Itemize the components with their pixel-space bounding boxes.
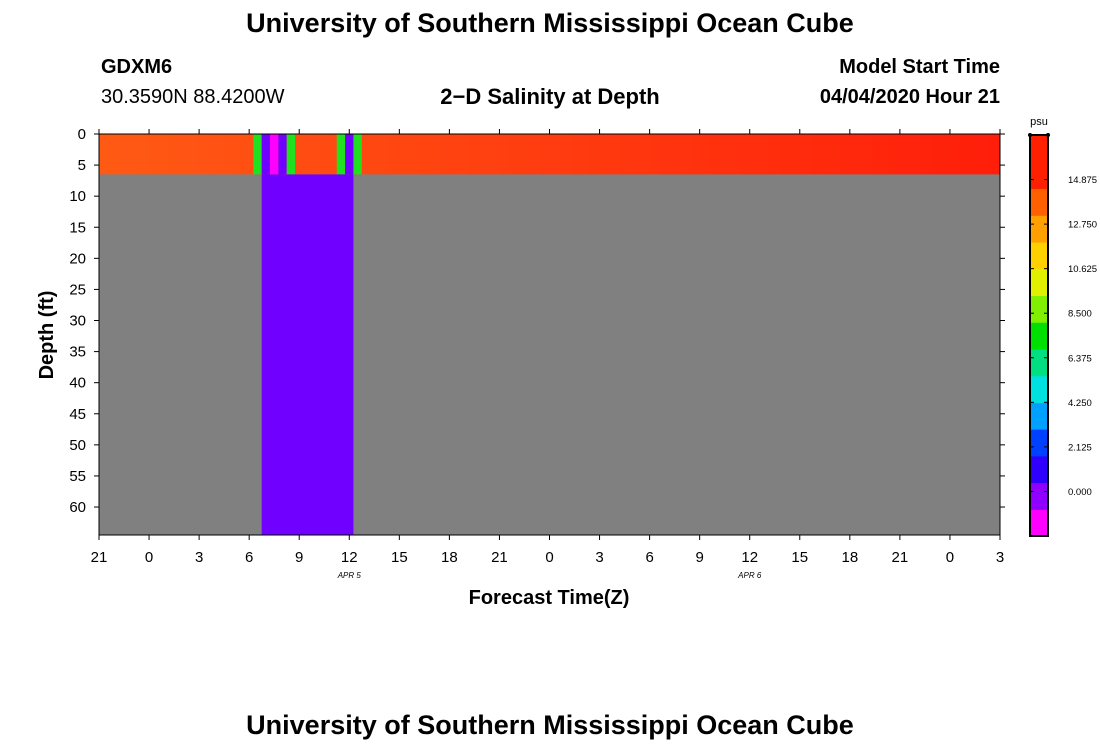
y-tick-label: 15	[69, 219, 86, 236]
y-tick-label: 55	[69, 468, 86, 485]
colorbar-tick-label: 14.875	[1068, 175, 1097, 186]
surface-stripe	[336, 134, 346, 175]
colorbar-tick-label: 12.750	[1068, 220, 1097, 231]
station-coords: 30.3590N 88.4200W	[101, 86, 285, 108]
y-tick-label: 30	[69, 313, 86, 330]
y-axis-label: Depth (ft)	[36, 291, 58, 380]
colorbar-tick-label: 10.625	[1068, 264, 1097, 275]
surface-stripe	[286, 134, 296, 175]
y-tick-label: 35	[69, 344, 86, 361]
colorbar-tick-label: 8.500	[1068, 309, 1092, 320]
y-tick-label: 25	[69, 281, 86, 298]
x-tick-label: 6	[245, 549, 253, 566]
plot-title: 2−D Salinity at Depth	[440, 84, 660, 109]
colorbar-segment	[1030, 161, 1048, 190]
colorbar-segment	[1030, 295, 1048, 323]
y-tick-label: 50	[69, 437, 86, 454]
x-tick-label: 0	[545, 549, 553, 566]
surface-stripe	[253, 134, 262, 175]
colorbar-segment	[1030, 241, 1048, 270]
model-start-label: Model Start Time	[839, 56, 1000, 78]
colorbar-segment	[1030, 375, 1048, 403]
x-tick-label: 21	[491, 549, 508, 566]
colorbar-segment	[1030, 429, 1048, 457]
colorbar-tick-label: 4.250	[1068, 398, 1092, 409]
x-tick-label: 3	[996, 549, 1004, 566]
x-date-label: APR 6	[737, 571, 762, 580]
surface-stripe	[353, 134, 362, 175]
x-tick-label: 18	[841, 549, 858, 566]
x-tick-label: 15	[391, 549, 408, 566]
x-tick-label: 12	[741, 549, 758, 566]
colorbar-tick-label: 6.375	[1068, 353, 1092, 364]
surface-stripe	[261, 134, 271, 175]
deep-salinity-block	[261, 174, 354, 535]
y-tick-label: 10	[69, 188, 86, 205]
colorbar-segment	[1030, 482, 1048, 510]
colorbar-segment	[1030, 215, 1048, 243]
x-tick-label: 12	[341, 549, 358, 566]
y-tick-label: 45	[69, 406, 86, 423]
surface-salinity-layer	[99, 134, 1000, 175]
surface-stripe	[270, 134, 279, 175]
x-tick-label: 18	[441, 549, 458, 566]
x-tick-label: 3	[595, 549, 603, 566]
x-tick-label: 9	[295, 549, 303, 566]
x-tick-label: 9	[695, 549, 703, 566]
colorbar-corner	[1046, 133, 1050, 137]
colorbar-segment	[1030, 455, 1048, 484]
y-tick-label: 5	[78, 157, 86, 174]
page-title-top: University of Southern Mississippi Ocean…	[246, 8, 854, 38]
colorbar-segment	[1030, 188, 1048, 216]
colorbar-segment	[1030, 348, 1048, 377]
surface-stripe	[345, 134, 354, 175]
colorbar-segment	[1030, 402, 1048, 430]
surface-stripe	[278, 134, 287, 175]
colorbar-frame	[1029, 134, 1049, 537]
colorbar-tick-label: 0.000	[1068, 487, 1092, 498]
y-tick-label: 20	[69, 250, 86, 267]
y-tick-label: 40	[69, 375, 86, 392]
x-tick-label: 15	[791, 549, 808, 566]
x-tick-label: 0	[946, 549, 954, 566]
colorbar-segment	[1030, 135, 1048, 163]
x-axis-label: Forecast Time(Z)	[469, 587, 630, 609]
colorbar-segment	[1030, 268, 1048, 296]
x-tick-label: 6	[645, 549, 653, 566]
y-tick-label: 0	[78, 126, 86, 143]
colorbar-segment	[1030, 509, 1048, 537]
colorbar-segment	[1030, 322, 1048, 350]
colorbar-corner	[1028, 133, 1032, 137]
colorbar-tick-label: 2.125	[1068, 442, 1092, 453]
y-tick-label: 60	[69, 499, 86, 516]
station-id: GDXM6	[101, 56, 173, 78]
x-tick-label: 21	[91, 549, 108, 566]
x-date-label: APR 5	[337, 571, 362, 580]
colorbar-unit-label: psu	[1030, 116, 1048, 128]
page-title-bottom: University of Southern Mississippi Ocean…	[246, 710, 854, 740]
plot-background	[99, 134, 1000, 535]
x-tick-label: 3	[195, 549, 203, 566]
x-tick-label: 0	[145, 549, 153, 566]
model-start-value: 04/04/2020 Hour 21	[819, 86, 1000, 108]
x-tick-label: 21	[892, 549, 909, 566]
